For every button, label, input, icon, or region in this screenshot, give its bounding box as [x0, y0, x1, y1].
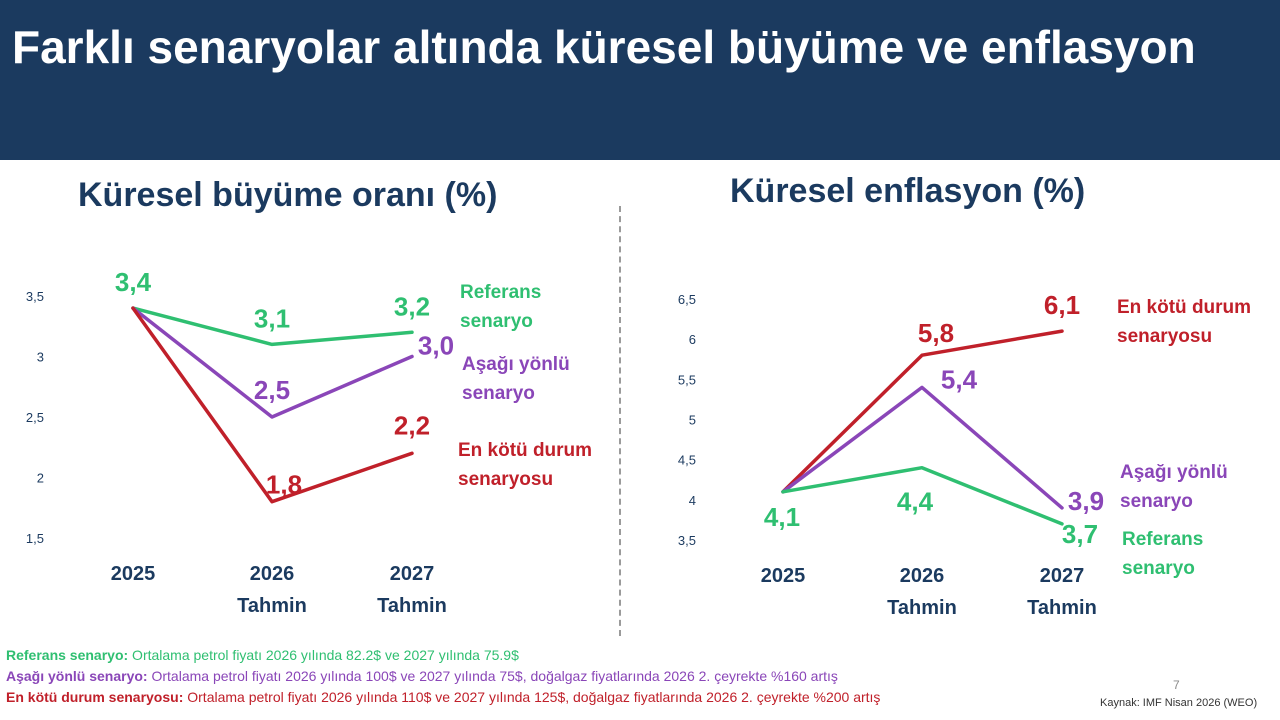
y-tick-label: 4: [689, 493, 696, 508]
series-line-reference: [131, 306, 414, 347]
data-label-worst: 5,8: [918, 318, 954, 348]
footnote-downside: Aşağı yönlü senaryo: Ortalama petrol fiy…: [6, 666, 1086, 687]
y-tick-label: 6,5: [678, 292, 696, 307]
series-line-reference: [781, 465, 1064, 526]
footnote-reference-name: Referans senaryo:: [6, 647, 129, 663]
legend-label-worst: En kötü durum: [1117, 297, 1251, 318]
y-tick-label: 4,5: [678, 453, 696, 468]
x-category-label: 2027: [1040, 565, 1085, 587]
x-category-label: Tahmin: [237, 595, 307, 617]
data-label-downside: 3,0: [418, 331, 454, 361]
legend-label-reference: Referans: [460, 282, 541, 303]
chart-divider: [619, 206, 621, 636]
x-category-label: 2026: [250, 563, 295, 585]
x-category-label: 2026: [900, 565, 945, 587]
footnote-worst: En kötü durum senaryosu: Ortalama petrol…: [6, 687, 1086, 708]
inflation-chart-title: Küresel enflasyon (%): [730, 172, 1086, 210]
legend-label-reference: senaryo: [1122, 558, 1195, 579]
growth-chart-title: Küresel büyüme oranı (%): [78, 176, 498, 214]
source-note: Kaynak: IMF Nisan 2026 (WEO): [1100, 697, 1258, 709]
footnote-reference-text: Ortalama petrol fiyatı 2026 yılında 82.2…: [128, 647, 519, 663]
data-label-reference: 3,7: [1062, 519, 1098, 549]
data-label-downside: 2,5: [254, 375, 290, 405]
series-line-worst: [131, 306, 414, 504]
x-category-label: Tahmin: [887, 597, 957, 619]
legend-label-downside: senaryo: [1120, 491, 1193, 512]
y-tick-label: 5,5: [678, 372, 696, 387]
footnote-downside-name: Aşağı yönlü senaryo:: [6, 668, 148, 684]
data-label-reference: 4,4: [897, 487, 934, 517]
legend-label-worst: senaryosu: [1117, 326, 1212, 347]
y-tick-label: 1,5: [26, 531, 44, 546]
page-title: Farklı senaryolar altında küresel büyüme…: [12, 21, 1196, 73]
footnote-downside-text: Ortalama petrol fiyatı 2026 yılında 100$…: [147, 668, 838, 684]
legend-label-reference: Referans: [1122, 529, 1203, 550]
data-label-worst: 1,8: [266, 470, 302, 500]
y-tick-label: 3: [37, 350, 44, 365]
data-label-worst: 6,1: [1044, 290, 1080, 320]
legend-label-reference: senaryo: [460, 311, 533, 332]
y-tick-label: 6: [689, 332, 696, 347]
footnote-worst-name: En kötü durum senaryosu:: [6, 689, 184, 705]
footnote-worst-text: Ortalama petrol fiyatı 2026 yılında 110$…: [183, 689, 881, 705]
data-label-downside: 5,4: [941, 364, 978, 394]
legend-label-downside: Aşağı yönlü: [462, 354, 570, 375]
data-label-reference: 3,2: [394, 291, 430, 321]
series-line-downside: [131, 306, 414, 419]
x-category-label: Tahmin: [377, 595, 447, 617]
series-line-worst: [781, 329, 1064, 494]
x-category-label: 2025: [111, 563, 156, 585]
legend-label-downside: senaryo: [462, 383, 535, 404]
legend-label-worst: senaryosu: [458, 469, 553, 490]
x-category-label: 2027: [390, 563, 435, 585]
y-tick-label: 5: [689, 413, 696, 428]
y-tick-label: 2,5: [26, 410, 44, 425]
series-line-downside: [781, 385, 1064, 510]
legend-label-worst: En kötü durum: [458, 440, 592, 461]
data-label-reference: 3,4: [115, 267, 152, 297]
scenario-footnotes: Referans senaryo: Ortalama petrol fiyatı…: [6, 645, 1086, 708]
y-tick-label: 3,5: [26, 289, 44, 304]
x-category-label: 2025: [761, 565, 806, 587]
footnote-reference: Referans senaryo: Ortalama petrol fiyatı…: [6, 645, 1086, 666]
data-label-reference: 3,1: [254, 303, 290, 333]
legend-label-downside: Aşağı yönlü: [1120, 462, 1228, 483]
title-bar: Farklı senaryolar altında küresel büyüme…: [0, 0, 1280, 160]
page-number: 7: [1173, 678, 1180, 692]
data-label-downside: 3,9: [1068, 486, 1104, 516]
y-tick-label: 2: [37, 471, 44, 486]
data-label-worst: 2,2: [394, 410, 430, 440]
data-label-reference: 4,1: [764, 502, 800, 532]
y-tick-label: 3,5: [678, 533, 696, 548]
x-category-label: Tahmin: [1027, 597, 1097, 619]
